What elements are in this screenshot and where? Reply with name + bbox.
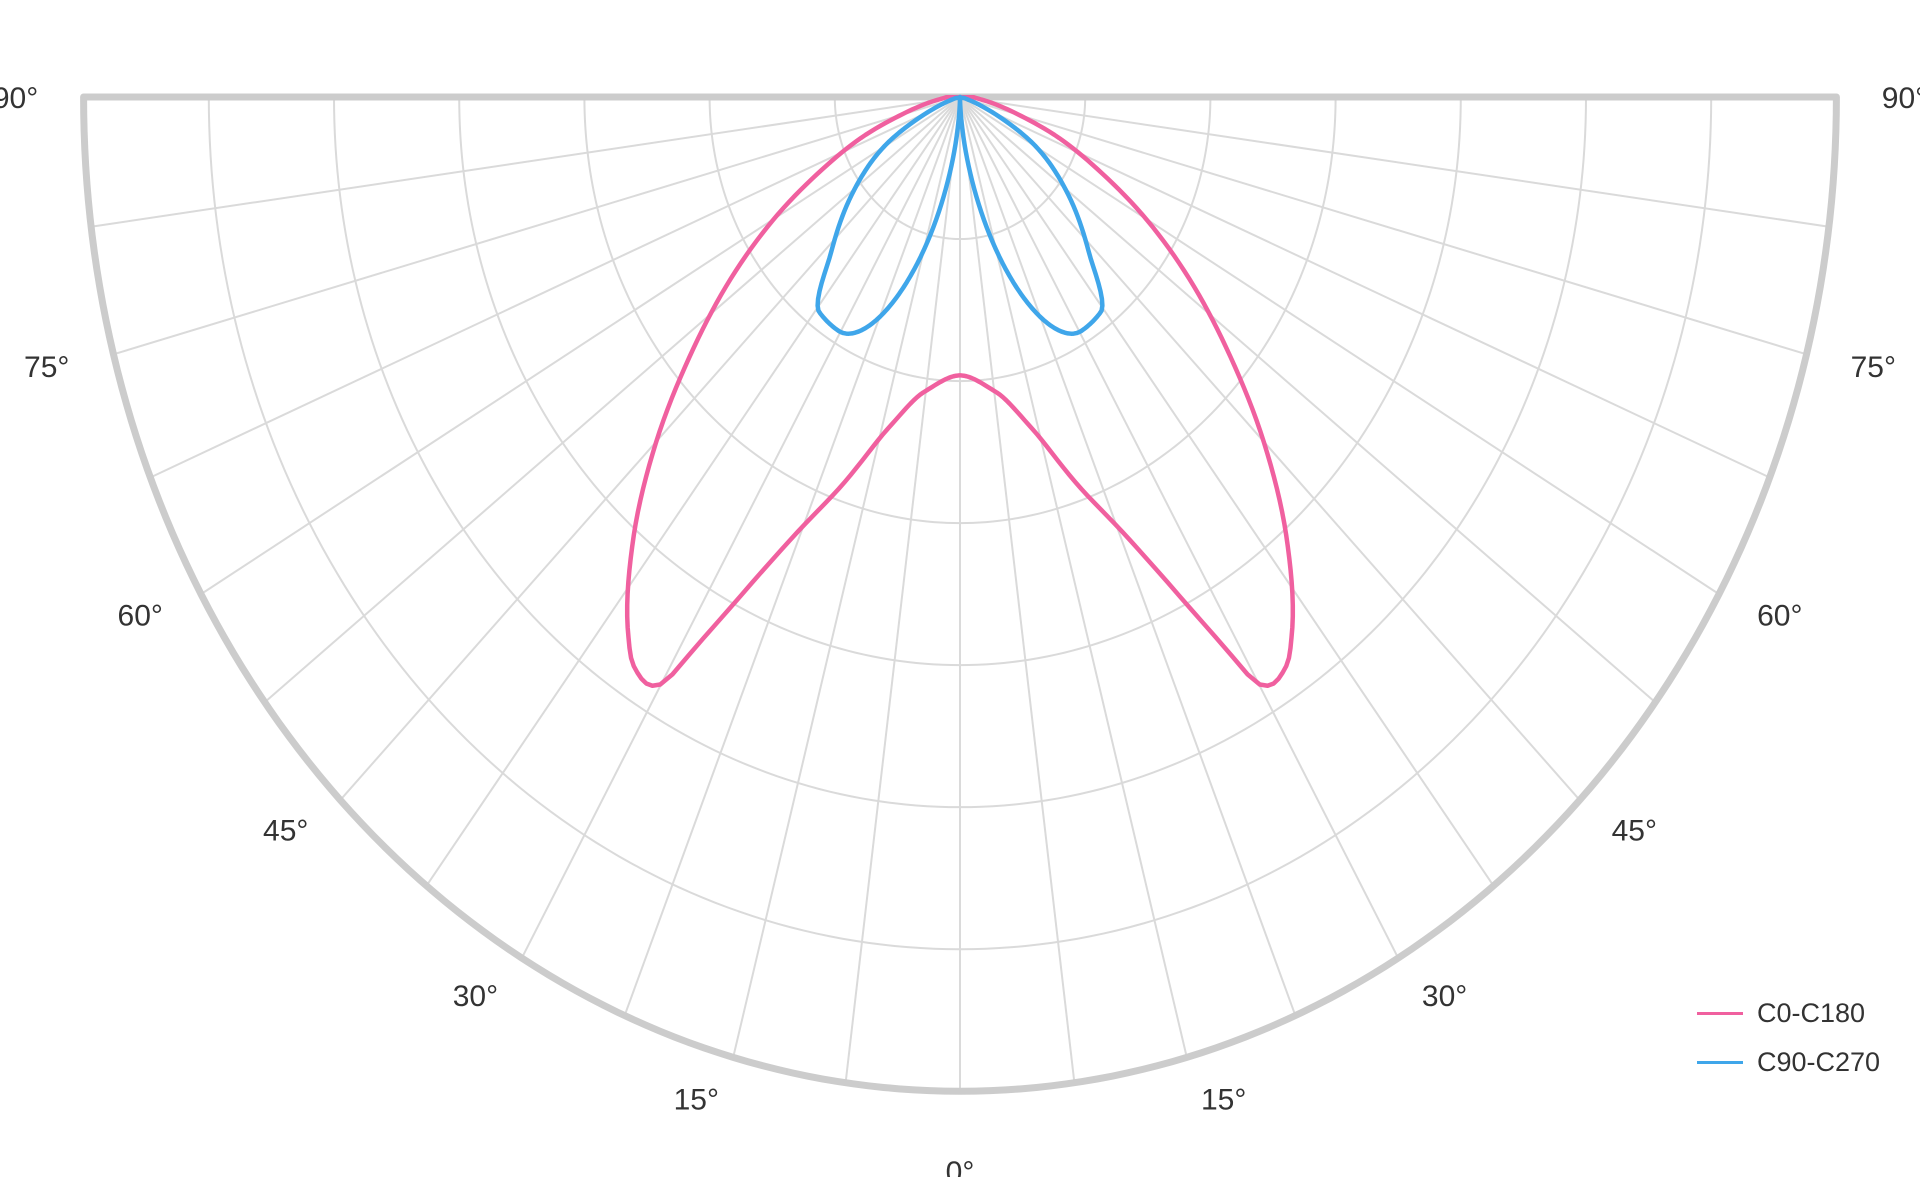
- svg-text:90°: 90°: [0, 82, 38, 115]
- svg-text:0°: 0°: [946, 1156, 975, 1177]
- svg-text:30°: 30°: [453, 980, 498, 1013]
- svg-text:15°: 15°: [674, 1084, 719, 1117]
- svg-text:15°: 15°: [1201, 1084, 1246, 1117]
- svg-text:45°: 45°: [1612, 815, 1657, 848]
- svg-text:90°: 90°: [1882, 82, 1920, 115]
- svg-text:60°: 60°: [1757, 600, 1802, 633]
- svg-text:75°: 75°: [24, 351, 69, 384]
- svg-text:60°: 60°: [118, 600, 163, 633]
- svg-text:45°: 45°: [263, 815, 308, 848]
- svg-text:30°: 30°: [1422, 980, 1467, 1013]
- svg-text:75°: 75°: [1851, 351, 1896, 384]
